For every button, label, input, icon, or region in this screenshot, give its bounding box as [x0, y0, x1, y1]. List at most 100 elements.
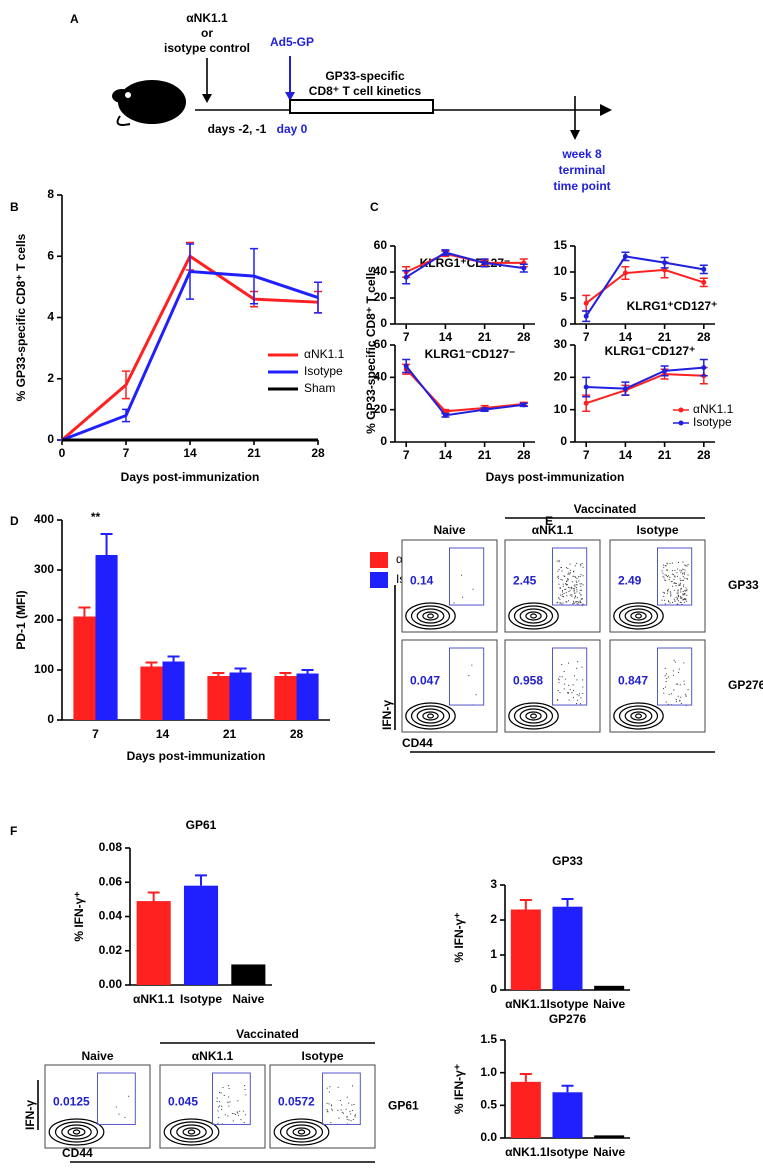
event-dot — [682, 568, 684, 570]
x-tick-label: Naive — [593, 1145, 625, 1159]
event-dot — [675, 701, 677, 703]
label: αNK1.1 — [186, 11, 228, 25]
contour — [613, 702, 664, 730]
event-dot — [664, 667, 666, 669]
event-dot — [673, 659, 675, 661]
event-dot — [569, 573, 571, 575]
event-dot — [665, 565, 667, 567]
contour — [618, 705, 659, 727]
event-dot — [582, 566, 584, 568]
gate-value: 0.047 — [410, 674, 440, 688]
contour — [427, 713, 434, 719]
y-tick-label: 60 — [374, 337, 388, 351]
x-tick-label: 28 — [517, 330, 531, 344]
event-dot — [330, 1122, 332, 1124]
contour — [427, 613, 434, 619]
x-tick-label: 7 — [403, 330, 410, 344]
bar — [552, 1092, 583, 1138]
contour — [61, 1124, 92, 1140]
event-dot — [228, 1087, 230, 1089]
event-dot — [673, 582, 675, 584]
event-dot — [677, 600, 679, 602]
event-dot — [574, 592, 576, 594]
event-dot — [573, 584, 575, 586]
event-dot — [558, 561, 560, 563]
y-tick-label: 200 — [34, 612, 54, 626]
event-dot — [576, 597, 578, 599]
event-dot — [684, 598, 686, 600]
x-tick-label: 21 — [658, 448, 672, 462]
event-dot — [678, 595, 680, 597]
event-dot — [675, 582, 677, 584]
event-dot — [686, 589, 688, 591]
point — [403, 274, 409, 280]
error-bar — [122, 408, 130, 423]
y-tick-label: 400 — [34, 512, 54, 526]
y-tick-label: 0.5 — [480, 1098, 497, 1112]
gate-value: 0.847 — [618, 674, 648, 688]
x-axis-label: Days post-immunization — [486, 470, 625, 484]
contour — [297, 1129, 306, 1135]
event-dot — [339, 1099, 341, 1101]
event-dot — [675, 699, 677, 701]
event-dot — [472, 588, 474, 590]
x-axis-label: Days post-immunization — [121, 470, 260, 484]
event-dot — [565, 588, 567, 590]
event-dot — [670, 595, 672, 597]
bar — [95, 555, 118, 720]
event-dot — [217, 1122, 219, 1124]
event-dot — [679, 583, 681, 585]
event-dot — [679, 601, 681, 603]
event-dot — [562, 602, 564, 604]
event-dot — [684, 589, 686, 591]
event-dot — [561, 589, 563, 591]
error-bar — [279, 672, 292, 676]
event-dot — [558, 575, 560, 577]
event-dot — [328, 1091, 330, 1093]
event-dot — [218, 1106, 220, 1108]
event-dot — [567, 586, 569, 588]
bar — [510, 909, 541, 990]
event-dot — [682, 599, 684, 601]
event-dot — [558, 597, 560, 599]
y-tick-label: 0 — [560, 434, 567, 448]
event-dot — [670, 581, 672, 583]
event-dot — [558, 569, 560, 571]
event-dot — [115, 1106, 117, 1108]
event-dot — [582, 575, 584, 577]
legend-swatch — [370, 572, 388, 588]
event-dot — [218, 1101, 220, 1103]
event-dot — [355, 1114, 357, 1116]
event-dot — [567, 579, 569, 581]
contour — [624, 708, 653, 724]
event-dot — [341, 1104, 343, 1106]
event-dot — [567, 567, 569, 569]
event-dot — [663, 688, 665, 690]
y-tick-label: 60 — [374, 238, 388, 252]
event-dot — [581, 562, 583, 564]
point — [442, 250, 448, 255]
point — [403, 363, 409, 369]
label: day 0 — [277, 122, 308, 136]
event-dot — [575, 601, 577, 603]
event-dot — [352, 1119, 354, 1121]
y-tick-label: 40 — [374, 370, 388, 384]
x-tick-label: 28 — [290, 727, 304, 741]
error-bar — [145, 661, 158, 667]
event-dot — [681, 597, 683, 599]
event-dot — [557, 601, 559, 603]
event-dot — [567, 573, 569, 575]
event-dot — [326, 1102, 328, 1104]
event-dot — [565, 583, 567, 585]
event-dot — [674, 575, 676, 577]
event-dot — [471, 664, 473, 666]
event-dot — [568, 662, 570, 664]
event-dot — [672, 574, 674, 576]
panel-letter: B — [10, 200, 19, 214]
event-dot — [669, 602, 671, 604]
y-tick-label: 0 — [47, 432, 54, 446]
event-dot — [573, 675, 575, 677]
event-dot — [666, 574, 668, 576]
event-dot — [244, 1088, 246, 1090]
event-dot — [663, 595, 665, 597]
